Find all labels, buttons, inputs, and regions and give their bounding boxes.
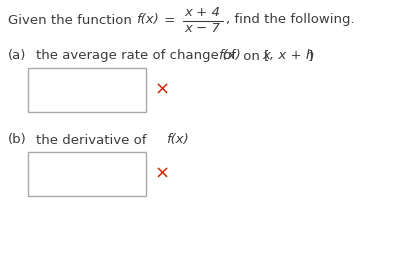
Text: on [: on [ <box>239 50 269 62</box>
Text: , find the following.: , find the following. <box>226 14 355 26</box>
Text: ×: × <box>154 81 170 99</box>
Text: x, x + h: x, x + h <box>262 50 314 62</box>
Text: (a): (a) <box>8 50 26 62</box>
Text: the derivative of: the derivative of <box>36 133 151 146</box>
Text: (b): (b) <box>8 133 27 146</box>
Bar <box>28 68 146 112</box>
Text: ×: × <box>154 165 170 183</box>
Text: f(x): f(x) <box>218 50 241 62</box>
Text: the average rate of change of: the average rate of change of <box>36 50 240 62</box>
Bar <box>28 152 146 196</box>
Text: f(x): f(x) <box>136 14 159 26</box>
Text: ]: ] <box>308 50 313 62</box>
Text: =: = <box>160 14 179 26</box>
Text: x + 4: x + 4 <box>184 5 220 19</box>
Text: f(x): f(x) <box>166 133 189 146</box>
Text: x − 7: x − 7 <box>184 23 220 35</box>
Text: Given the function: Given the function <box>8 14 136 26</box>
